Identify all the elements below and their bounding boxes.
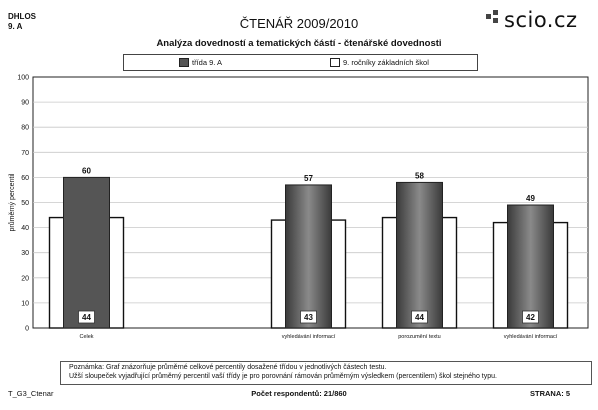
legend-label-schools: 9. ročníky základních škol bbox=[343, 58, 429, 67]
y-tick-label: 40 bbox=[21, 225, 29, 232]
legend-item-class: třída 9. A bbox=[179, 58, 222, 67]
y-axis-title: průměrný percentil bbox=[8, 173, 16, 231]
data-label-schools: 44 bbox=[82, 313, 91, 322]
bar-class bbox=[285, 184, 332, 329]
data-label-schools: 42 bbox=[526, 313, 535, 322]
bar-class bbox=[63, 176, 110, 329]
legend-swatch-class bbox=[179, 58, 189, 67]
y-tick-label: 70 bbox=[21, 150, 29, 157]
x-category-label: porozumění textu bbox=[398, 334, 441, 340]
bar-class bbox=[507, 204, 554, 329]
note-line-2: Užší sloupeček vyjadřující průměrný perc… bbox=[69, 373, 497, 380]
y-tick-label: 80 bbox=[21, 125, 29, 132]
y-tick-label: 100 bbox=[17, 75, 29, 82]
note-box: Poznámka: Graf znázorňuje průměrné celko… bbox=[60, 361, 592, 385]
footer-respondents: Počet respondentů: 21/860 bbox=[251, 389, 347, 398]
y-tick-label: 60 bbox=[21, 175, 29, 182]
data-label-box bbox=[78, 310, 95, 324]
note-line-1: Poznámka: Graf znázorňuje průměrné celko… bbox=[69, 364, 387, 371]
labels-layer: 0 10 20 30 40 50 60 70 80 90 100 průměrný percentil… bbox=[8, 75, 558, 341]
logo-text: scio.cz bbox=[504, 8, 578, 32]
data-label-box bbox=[411, 310, 428, 324]
legend-swatch-schools bbox=[330, 58, 340, 67]
logo-square-icon bbox=[493, 18, 498, 23]
logo-square-icon bbox=[486, 14, 491, 19]
bar-class bbox=[396, 181, 443, 329]
data-label-box bbox=[300, 310, 317, 324]
class-name: 9. A bbox=[8, 22, 23, 31]
x-category-label: Celek bbox=[79, 334, 93, 340]
report-title: ČTENÁŘ 2009/2010 bbox=[239, 16, 359, 31]
scio-logo: scio.cz bbox=[484, 8, 580, 34]
footer-page: STRANA: 5 bbox=[530, 389, 571, 398]
y-tick-label: 10 bbox=[21, 300, 29, 307]
y-tick-label: 30 bbox=[21, 250, 29, 257]
chart-title: Analýza dovedností a tematických částí -… bbox=[156, 38, 442, 49]
y-tick-label: 50 bbox=[21, 200, 29, 207]
data-label-class: 49 bbox=[526, 194, 535, 203]
x-category-label: vyhledávání informací bbox=[504, 334, 558, 340]
y-tick-label: 0 bbox=[25, 326, 29, 333]
data-label-class: 58 bbox=[415, 171, 424, 180]
bar-chart: 0 10 20 30 40 50 60 70 80 90 100 průměrný percentil… bbox=[8, 75, 589, 341]
logo-square-icon bbox=[493, 10, 498, 15]
school-info: DHLOS 9. A bbox=[8, 12, 36, 32]
data-label-schools: 44 bbox=[415, 313, 424, 322]
school-code: DHLOS bbox=[8, 12, 36, 21]
footer-code: T_G3_Ctenar bbox=[8, 389, 54, 398]
data-label-class: 60 bbox=[82, 166, 91, 175]
data-label-class: 57 bbox=[304, 174, 313, 183]
bars-layer bbox=[48, 176, 569, 329]
data-label-schools: 43 bbox=[304, 313, 313, 322]
x-category-label: vyhledávání informací bbox=[282, 334, 336, 340]
chart-legend: třída 9. A 9. ročníky základních škol bbox=[123, 54, 478, 71]
y-tick-label: 20 bbox=[21, 275, 29, 282]
data-label-box bbox=[522, 310, 539, 324]
legend-label-class: třída 9. A bbox=[192, 58, 223, 67]
legend-item-schools: 9. ročníky základních škol bbox=[330, 58, 429, 67]
y-tick-label: 90 bbox=[21, 100, 29, 107]
